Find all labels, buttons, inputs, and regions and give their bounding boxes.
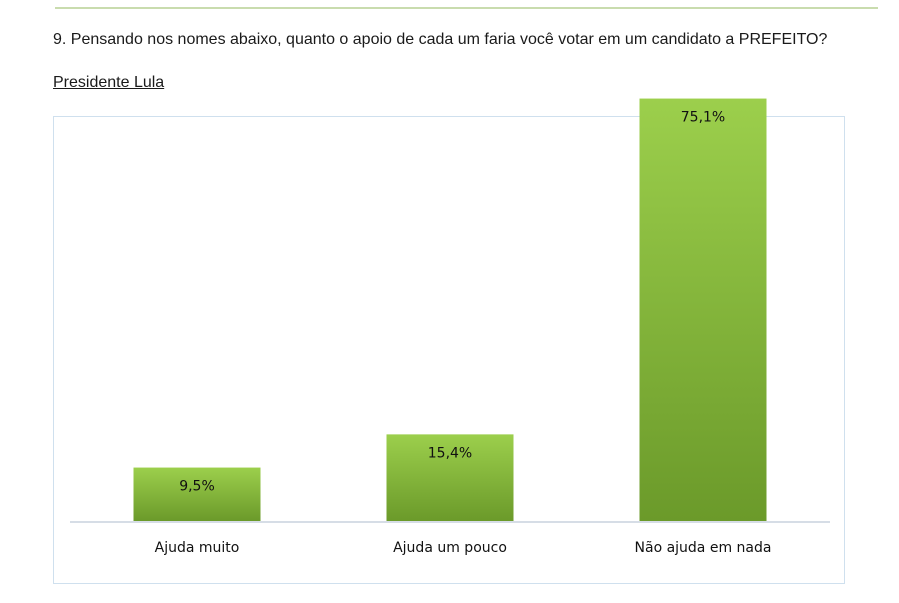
category-label: Não ajuda em nada xyxy=(635,540,772,556)
bar-value-label: 9,5% xyxy=(179,479,215,495)
category-label: Ajuda muito xyxy=(155,540,240,556)
bar-value-label: 15,4% xyxy=(428,445,472,461)
bar-2 xyxy=(386,434,514,521)
chart-subtitle: Presidente Lula xyxy=(53,74,165,91)
bar-3 xyxy=(639,98,767,521)
category-label: Ajuda um pouco xyxy=(393,540,507,556)
bar-value-label: 75,1% xyxy=(681,110,725,126)
bar-1 xyxy=(133,467,261,521)
question-text: 9. Pensando nos nomes abaixo, quanto o a… xyxy=(53,31,828,48)
top-divider xyxy=(55,7,878,9)
